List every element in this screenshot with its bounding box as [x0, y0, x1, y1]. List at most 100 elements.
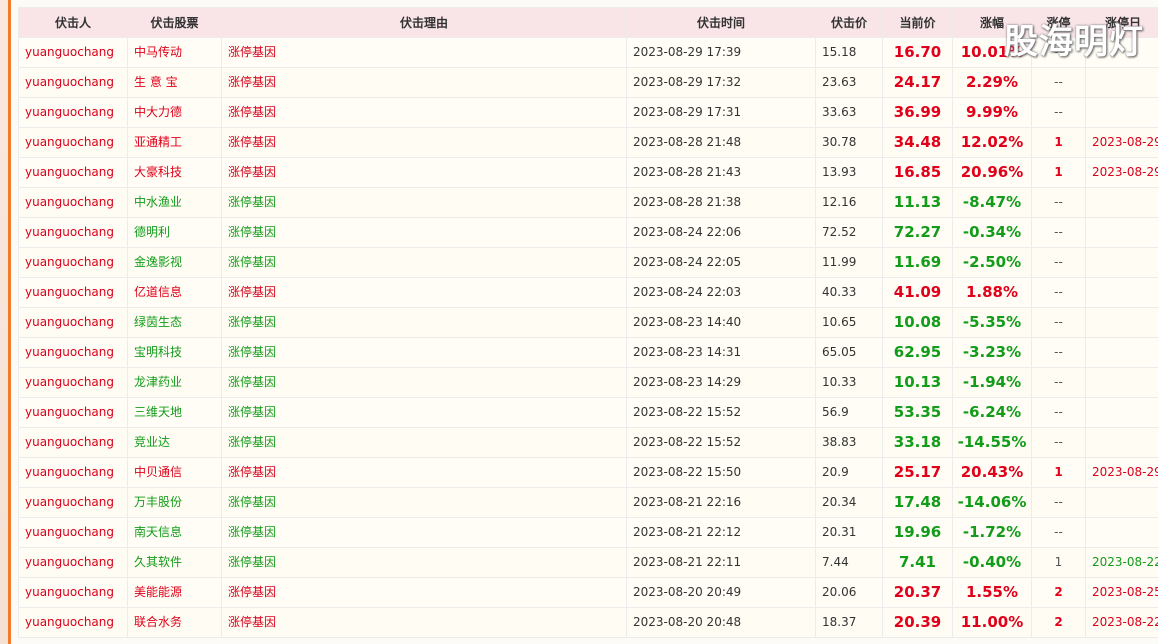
row-stock-link[interactable]: 中马传动	[127, 37, 222, 68]
table-row[interactable]: yuanguochang 万丰股份 涨停基因 2023-08-21 22:16 20.3…	[18, 487, 1158, 518]
row-user[interactable]: yuanguochang	[18, 517, 128, 548]
row-limit-count: --	[1031, 337, 1086, 368]
row-change: 9.99%	[952, 97, 1032, 128]
table-row[interactable]: yuanguochang 亿道信息 涨停基因 2023-08-24 22:03 40.3…	[18, 277, 1158, 308]
table-row[interactable]: yuanguochang 三维天地 涨停基因 2023-08-22 15:52 56.9…	[18, 397, 1158, 428]
row-user[interactable]: yuanguochang	[18, 337, 128, 368]
header-user[interactable]: 伏击人	[18, 7, 128, 38]
row-stock-link[interactable]: 大豪科技	[127, 157, 222, 188]
row-stock-link[interactable]: 龙津药业	[127, 367, 222, 398]
row-current-price: 72.27	[882, 217, 953, 248]
table-row[interactable]: yuanguochang 亚通精工 涨停基因 2023-08-28 21:48 30.7…	[18, 127, 1158, 158]
row-user[interactable]: yuanguochang	[18, 607, 128, 638]
row-limit-count: 1	[1031, 547, 1086, 578]
row-stock-link[interactable]: 三维天地	[127, 397, 222, 428]
row-reason: 涨停基因	[221, 37, 627, 68]
row-stock-link[interactable]: 宝明科技	[127, 337, 222, 368]
row-cost-price: 38.83	[815, 427, 883, 458]
table-row[interactable]: yuanguochang 宝明科技 涨停基因 2023-08-23 14:31 65.0…	[18, 337, 1158, 368]
row-stock-link[interactable]: 竞业达	[127, 427, 222, 458]
row-stock-link[interactable]: 亿道信息	[127, 277, 222, 308]
row-reason: 涨停基因	[221, 607, 627, 638]
row-limit-count: --	[1031, 217, 1086, 248]
table-row[interactable]: yuanguochang 龙津药业 涨停基因 2023-08-23 14:29 10.3…	[18, 367, 1158, 398]
row-stock-link[interactable]: 久其软件	[127, 547, 222, 578]
row-change: 1.88%	[952, 277, 1032, 308]
row-cost-price: 20.9	[815, 457, 883, 488]
row-reason: 涨停基因	[221, 457, 627, 488]
row-stock-link[interactable]: 亚通精工	[127, 127, 222, 158]
table-row[interactable]: yuanguochang 中马传动 涨停基因 2023-08-29 17:39 15.1…	[18, 37, 1158, 68]
row-stock-link[interactable]: 金逸影视	[127, 247, 222, 278]
row-user[interactable]: yuanguochang	[18, 277, 128, 308]
row-stock-link[interactable]: 南天信息	[127, 517, 222, 548]
row-user[interactable]: yuanguochang	[18, 547, 128, 578]
row-stock-link[interactable]: 中水渔业	[127, 187, 222, 218]
row-limit-date	[1085, 337, 1158, 368]
header-stock[interactable]: 伏击股票	[127, 7, 222, 38]
table-row[interactable]: yuanguochang 美能能源 涨停基因 2023-08-20 20:49 20.0…	[18, 577, 1158, 608]
row-stock-link[interactable]: 中大力德	[127, 97, 222, 128]
row-change: -3.23%	[952, 337, 1032, 368]
table-row[interactable]: yuanguochang 金逸影视 涨停基因 2023-08-24 22:05 11.9…	[18, 247, 1158, 278]
table-row[interactable]: yuanguochang 竞业达 涨停基因 2023-08-22 15:52 38.83…	[18, 427, 1158, 458]
row-limit-date: 2023-08-29	[1085, 127, 1158, 158]
table-row[interactable]: yuanguochang 中大力德 涨停基因 2023-08-29 17:31 33.6…	[18, 97, 1158, 128]
table-row[interactable]: yuanguochang 久其软件 涨停基因 2023-08-21 22:11 7.44…	[18, 547, 1158, 578]
row-cost-price: 40.33	[815, 277, 883, 308]
row-stock-link[interactable]: 中贝通信	[127, 457, 222, 488]
table-row[interactable]: yuanguochang 中水渔业 涨停基因 2023-08-28 21:38 12.1…	[18, 187, 1158, 218]
row-cost-price: 20.06	[815, 577, 883, 608]
row-user[interactable]: yuanguochang	[18, 367, 128, 398]
header-limit-date[interactable]: 涨停日	[1085, 7, 1158, 38]
row-stock-link[interactable]: 生 意 宝	[127, 67, 222, 98]
row-current-price: 10.13	[882, 367, 953, 398]
table-row[interactable]: yuanguochang 中贝通信 涨停基因 2023-08-22 15:50 20.9…	[18, 457, 1158, 488]
row-time: 2023-08-21 22:12	[626, 517, 816, 548]
row-user[interactable]: yuanguochang	[18, 487, 128, 518]
header-current-price[interactable]: 当前价	[882, 7, 953, 38]
table-row[interactable]: yuanguochang 生 意 宝涨停基因 2023-08-29 17:32 23.…	[18, 67, 1158, 98]
row-limit-date	[1085, 67, 1158, 98]
table-row[interactable]: yuanguochang 大豪科技 涨停基因 2023-08-28 21:43 13.9…	[18, 157, 1158, 188]
row-user[interactable]: yuanguochang	[18, 187, 128, 218]
row-stock-link[interactable]: 美能能源	[127, 577, 222, 608]
row-user[interactable]: yuanguochang	[18, 457, 128, 488]
row-time: 2023-08-23 14:40	[626, 307, 816, 338]
header-cost-price[interactable]: 伏击价	[815, 7, 883, 38]
row-user[interactable]: yuanguochang	[18, 397, 128, 428]
table-row[interactable]: yuanguochang 绿茵生态 涨停基因 2023-08-23 14:40 10.6…	[18, 307, 1158, 338]
table-row[interactable]: yuanguochang 德明利 涨停基因 2023-08-24 22:06 72.52…	[18, 217, 1158, 248]
row-user[interactable]: yuanguochang	[18, 127, 128, 158]
table-row[interactable]: yuanguochang 联合水务 涨停基因 2023-08-20 20:48 18.3…	[18, 607, 1158, 638]
row-stock-link[interactable]: 绿茵生态	[127, 307, 222, 338]
table-row[interactable]: yuanguochang 南天信息 涨停基因 2023-08-21 22:12 20.3…	[18, 517, 1158, 548]
header-time[interactable]: 伏击时间	[626, 7, 816, 38]
row-reason: 涨停基因	[221, 427, 627, 458]
row-user[interactable]: yuanguochang	[18, 307, 128, 338]
row-time: 2023-08-21 22:16	[626, 487, 816, 518]
row-user[interactable]: yuanguochang	[18, 217, 128, 248]
row-user[interactable]: yuanguochang	[18, 37, 128, 68]
row-time: 2023-08-28 21:38	[626, 187, 816, 218]
row-reason: 涨停基因	[221, 367, 627, 398]
row-limit-date: 2023-08-22	[1085, 547, 1158, 578]
row-user[interactable]: yuanguochang	[18, 67, 128, 98]
row-stock-link[interactable]: 联合水务	[127, 607, 222, 638]
row-change: 12.02%	[952, 127, 1032, 158]
row-current-price: 36.99	[882, 97, 953, 128]
row-cost-price: 20.31	[815, 517, 883, 548]
row-user[interactable]: yuanguochang	[18, 427, 128, 458]
row-stock-link[interactable]: 万丰股份	[127, 487, 222, 518]
row-user[interactable]: yuanguochang	[18, 97, 128, 128]
row-cost-price: 11.99	[815, 247, 883, 278]
row-user[interactable]: yuanguochang	[18, 247, 128, 278]
row-time: 2023-08-21 22:11	[626, 547, 816, 578]
row-change: -8.47%	[952, 187, 1032, 218]
row-user[interactable]: yuanguochang	[18, 157, 128, 188]
row-user[interactable]: yuanguochang	[18, 577, 128, 608]
row-current-price: 11.69	[882, 247, 953, 278]
row-stock-link[interactable]: 德明利	[127, 217, 222, 248]
header-reason[interactable]: 伏击理由	[221, 7, 627, 38]
header-change[interactable]: 涨幅	[952, 7, 1032, 38]
